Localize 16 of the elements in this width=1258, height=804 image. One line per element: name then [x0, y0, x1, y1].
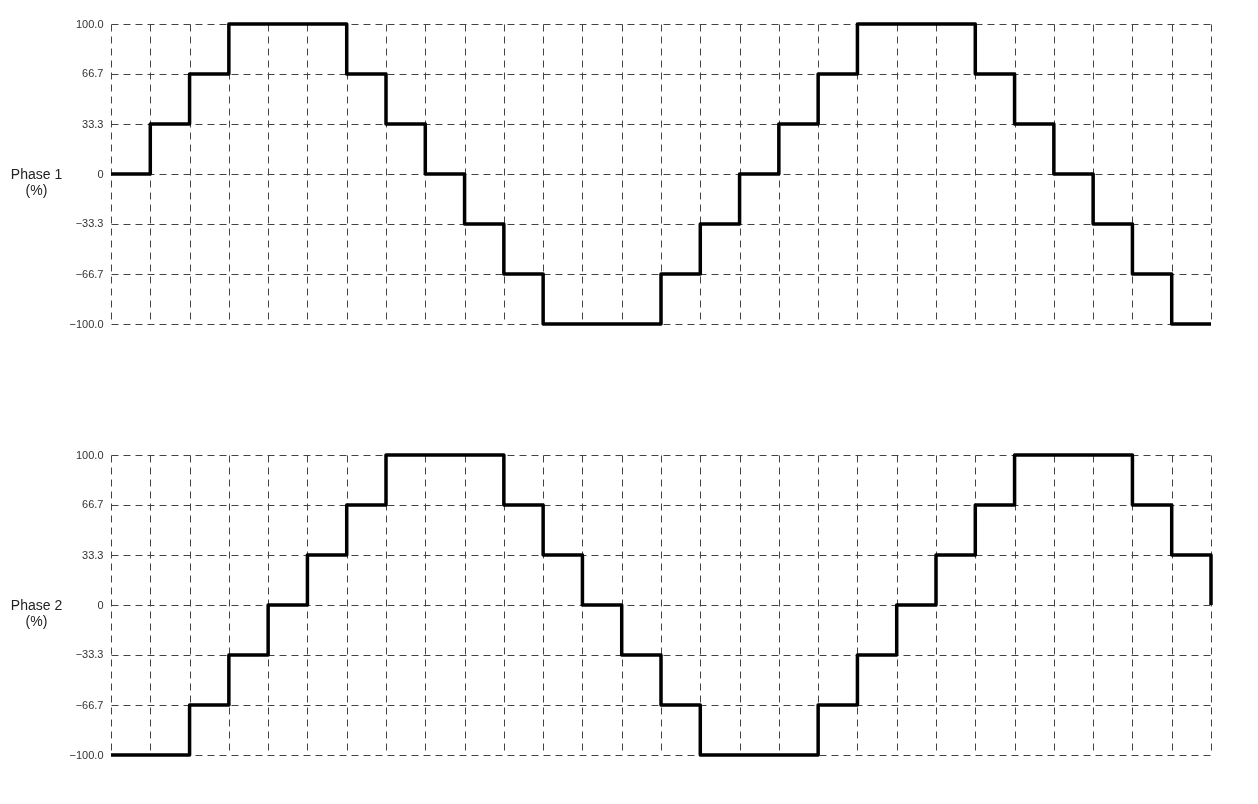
y-tick-label: −33.3	[75, 648, 104, 661]
y-tick-label: 66.7	[82, 498, 104, 511]
y-tick-label: −66.7	[75, 698, 104, 711]
y-tick-label: 0	[97, 167, 104, 180]
y-tick-label: −33.3	[75, 217, 104, 230]
y-tick-label: 100.0	[75, 448, 104, 461]
y-tick-label: 33.3	[82, 117, 104, 130]
y-tick-label: 0	[97, 598, 104, 611]
y-tick-label: −66.7	[75, 267, 104, 280]
y-tick-label: 100.0	[75, 17, 104, 30]
y-axis-title: Phase 1 (%)	[10, 165, 63, 198]
y-tick-label: 66.7	[82, 67, 104, 80]
y-axis-title: Phase 2 (%)	[10, 596, 63, 629]
y-tick-label: −100.0	[69, 748, 104, 761]
y-tick-label: −100.0	[69, 317, 104, 330]
y-tick-label: 33.3	[82, 548, 104, 561]
